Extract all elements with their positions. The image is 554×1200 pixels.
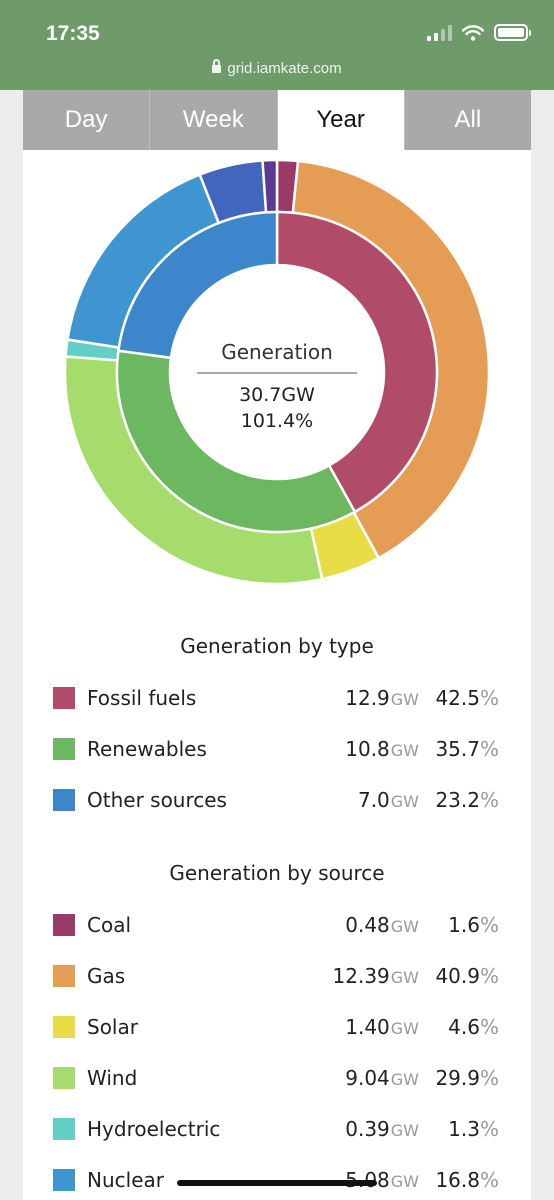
legend-percent: 35.7%	[435, 737, 499, 761]
legend-name: Fossil fuels	[87, 686, 197, 710]
tab-day[interactable]: Day	[23, 90, 151, 150]
legend-name: Other sources	[87, 788, 227, 812]
address-bar[interactable]: grid.iamkate.com	[0, 59, 554, 77]
type-section-title: Generation by type	[180, 634, 374, 658]
legend-name: Hydroelectric	[87, 1117, 221, 1141]
legend-percent: 42.5%	[435, 686, 499, 710]
tab-week[interactable]: Week	[150, 90, 278, 150]
by_type-row-other-sources: Other sources 7.0GW 23.2%	[23, 780, 531, 820]
by_type-row-renewables: Renewables 10.8GW 35.7%	[23, 729, 531, 769]
by_source-row-nuclear: Nuclear5.08GW16.8%	[23, 1160, 531, 1200]
inner-slice-fossil-fuels	[275, 210, 439, 514]
home-indicator[interactable]	[177, 1180, 377, 1186]
legend-percent: 29.9%	[435, 1066, 499, 1090]
donut-center-label: Generation 30.7GW 101.4%	[187, 340, 367, 432]
by_source-row-coal: Coal 0.48GW 1.6%	[23, 905, 531, 945]
legend-percent: 23.2%	[435, 788, 499, 812]
legend-percent: 4.6%	[448, 1015, 499, 1039]
legend-percent: 1.3%	[448, 1117, 499, 1141]
legend-percent: 1.6%	[448, 913, 499, 937]
legend-name: Gas	[87, 964, 126, 988]
status-icons	[427, 24, 531, 41]
by_source-row-wind: Wind 9.04GW 29.9%	[23, 1058, 531, 1098]
legend-percent: 16.8%	[435, 1168, 499, 1192]
legend-swatch	[53, 1169, 75, 1191]
content-card: Day Week Year All Generation 30.7GW 101.…	[23, 90, 531, 1200]
legend-name: Renewables	[87, 737, 207, 761]
legend-value: 1.40GW	[345, 1015, 419, 1039]
center-total-gw: 30.7GW	[239, 384, 315, 406]
source-section-title: Generation by source	[169, 861, 385, 885]
url-text: grid.iamkate.com	[227, 60, 342, 77]
legend-swatch	[53, 1016, 75, 1038]
legend-percent: 40.9%	[435, 964, 499, 988]
legend-name: Nuclear	[87, 1168, 164, 1192]
legend-value: 10.8GW	[345, 737, 419, 761]
by_source-row-hydroelectric: Hydroelectric 0.39GW 1.3%	[23, 1109, 531, 1149]
center-title: Generation	[197, 340, 357, 374]
legend-name: Coal	[87, 913, 132, 937]
by_source-row-solar: Solar 1.40GW 4.6%	[23, 1007, 531, 1047]
legend-swatch	[53, 965, 75, 987]
by_source-row-gas: Gas 12.39GW 40.9%	[23, 956, 531, 996]
tab-year[interactable]: Year	[277, 90, 405, 150]
generation-donut-chart	[63, 158, 491, 586]
inner-slice-renewables	[115, 349, 357, 534]
legend-value: 7.0GW	[357, 788, 419, 812]
wifi-icon	[462, 24, 484, 41]
tab-all[interactable]: All	[404, 90, 531, 150]
status-bar: 17:35 grid.iamkate.com	[0, 0, 554, 90]
legend-swatch	[53, 914, 75, 936]
legend-value: 12.39GW	[332, 964, 419, 988]
status-time: 17:35	[46, 22, 100, 45]
inner-slice-other-sources	[117, 210, 279, 360]
legend-swatch	[53, 1067, 75, 1089]
legend-name: Solar	[87, 1015, 138, 1039]
by_type-row-fossil-fuels: Fossil fuels 12.9GW 42.5%	[23, 678, 531, 718]
center-total-pct: 101.4%	[240, 410, 314, 432]
battery-icon	[494, 24, 531, 41]
legend-swatch	[53, 687, 75, 709]
legend-swatch	[53, 789, 75, 811]
outer-slice-biomass	[261, 158, 279, 214]
lock-icon	[212, 59, 222, 73]
legend-value: 12.9GW	[345, 686, 419, 710]
legend-value: 9.04GW	[345, 1066, 419, 1090]
legend-name: Wind	[87, 1066, 138, 1090]
period-tabs: Day Week Year All	[23, 90, 531, 150]
cellular-signal-icon	[427, 24, 452, 41]
legend-value: 0.48GW	[345, 913, 419, 937]
legend-value: 0.39GW	[345, 1117, 419, 1141]
legend-swatch	[53, 1118, 75, 1140]
legend-swatch	[53, 738, 75, 760]
